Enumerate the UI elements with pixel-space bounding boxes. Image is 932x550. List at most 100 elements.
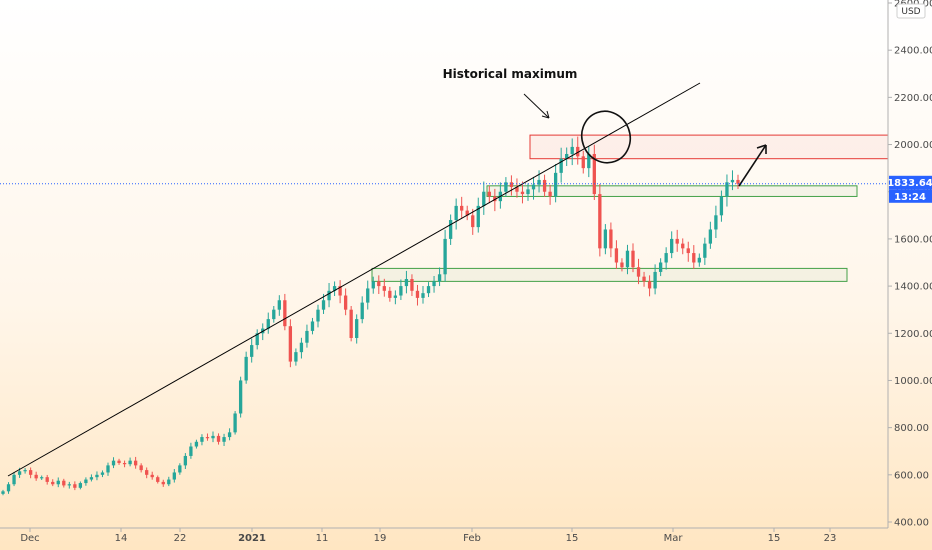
candle (139, 463, 143, 473)
candle (658, 258, 663, 277)
candle (631, 243, 635, 273)
candle (343, 288, 348, 316)
candle (681, 238, 685, 255)
candle (509, 175, 514, 196)
candle (415, 284, 420, 306)
currency-label: USD (901, 7, 920, 17)
candle (708, 221, 713, 249)
candle (736, 174, 740, 189)
candle (89, 474, 94, 482)
candle (255, 329, 259, 350)
x-tick-label: Dec (20, 533, 39, 544)
candle (128, 457, 132, 467)
candle (189, 442, 193, 459)
candle (576, 136, 580, 165)
x-tick-label: Mar (664, 533, 684, 544)
highlight-circle[interactable] (575, 104, 638, 169)
candle (664, 247, 668, 270)
candle (211, 431, 215, 443)
candle (730, 170, 735, 191)
candle (117, 458, 121, 465)
candle (250, 338, 254, 363)
candle (277, 295, 281, 316)
candle (111, 457, 116, 469)
candle (366, 280, 370, 310)
candle (625, 244, 630, 275)
currency-badge[interactable]: USD (896, 3, 926, 19)
candle (670, 231, 674, 259)
candle (183, 453, 188, 470)
x-tick-label: 15 (566, 533, 579, 544)
candle (460, 196, 464, 218)
candle (28, 467, 33, 479)
candle (327, 282, 331, 308)
candle (647, 275, 652, 297)
candle (133, 456, 138, 469)
y-tick-label: 600.00 (894, 470, 929, 481)
candle (553, 163, 558, 203)
candle (725, 174, 729, 207)
y-tick-label: 400.00 (894, 518, 929, 529)
candle (299, 337, 304, 359)
annotation-arrow-line (523, 93, 550, 119)
candle (216, 433, 221, 445)
candle (12, 471, 16, 487)
candle (393, 290, 398, 305)
candle (714, 205, 718, 238)
projection-arrow-head (756, 144, 767, 154)
candle (426, 282, 431, 298)
x-tick-label: 23 (824, 533, 837, 544)
price-axis[interactable]: 400.00 600.00 800.00 1000.00 1200.00 1400.00 1… (888, 0, 932, 529)
candle (692, 245, 696, 269)
support-zone[interactable] (371, 267, 848, 282)
candle (382, 278, 386, 297)
candle (349, 306, 353, 342)
y-tick-label: 1600.00 (894, 234, 932, 245)
candle (272, 306, 276, 323)
candle (316, 304, 320, 328)
candle (338, 280, 342, 304)
candle (482, 181, 486, 215)
candle (172, 469, 176, 483)
y-tick-label: 1000.00 (894, 376, 932, 387)
candle (288, 319, 293, 368)
x-tick-label: 22 (174, 533, 187, 544)
candle (167, 476, 171, 487)
candle (465, 205, 469, 221)
candle (156, 475, 160, 484)
candle (194, 439, 199, 449)
countdown-label: 13:24 (894, 192, 926, 203)
projection-arrow-line[interactable] (738, 144, 767, 187)
time-axis[interactable]: Dec 14 22 2021 11 19 Feb 15 Mar 15 23 (20, 528, 836, 544)
x-tick-label: 19 (374, 533, 387, 544)
candle (371, 276, 375, 294)
candle (620, 258, 624, 272)
candle (471, 208, 475, 235)
support-zone[interactable] (486, 185, 858, 197)
candle (686, 241, 690, 262)
candle (410, 274, 414, 297)
zones (371, 134, 889, 282)
candle (23, 468, 27, 474)
candle (487, 185, 491, 204)
candle (56, 477, 60, 488)
candle (559, 147, 563, 183)
candle (542, 174, 547, 197)
candle (653, 264, 657, 295)
candle (443, 229, 447, 282)
candle (51, 479, 55, 487)
candle (233, 411, 237, 435)
x-tick-label: 14 (115, 533, 128, 544)
candle (587, 146, 591, 178)
annotation-historical-maximum: Historical maximum (443, 67, 578, 81)
candle (437, 267, 442, 287)
candle (432, 276, 436, 293)
candle (697, 253, 701, 267)
candle (200, 434, 204, 446)
candle (703, 237, 707, 265)
candle (581, 150, 585, 174)
candle (62, 478, 66, 488)
y-tick-label: 2000.00 (894, 140, 932, 151)
